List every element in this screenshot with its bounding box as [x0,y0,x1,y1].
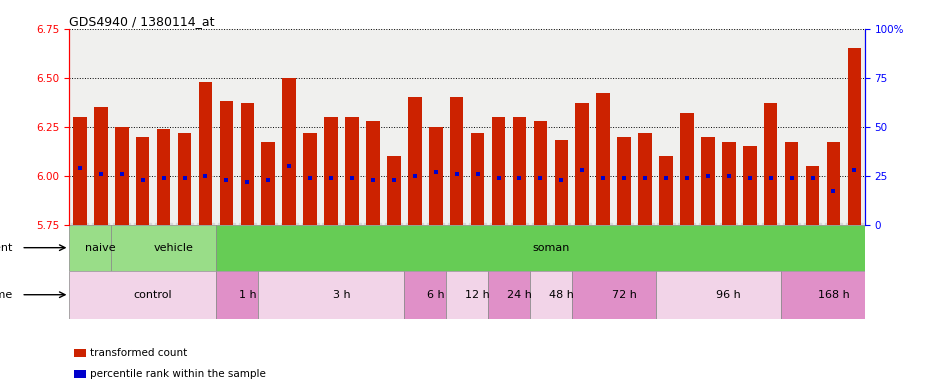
Bar [216,225,865,271]
Bar [199,82,212,225]
Text: percentile rank within the sample: percentile rank within the sample [90,369,265,379]
Bar [701,137,715,225]
Bar [240,103,254,225]
Bar [743,146,757,225]
Text: 1 h: 1 h [239,290,256,300]
Text: transformed count: transformed count [90,348,187,358]
Bar [111,225,216,271]
Bar [282,78,296,225]
Bar [492,117,505,225]
Bar [847,48,861,225]
Text: control: control [134,290,172,300]
Bar [530,271,572,319]
Bar [429,127,442,225]
Bar [572,271,656,319]
Bar [638,132,652,225]
Text: 48 h: 48 h [549,290,574,300]
Bar [827,142,840,225]
Text: 168 h: 168 h [818,290,849,300]
Bar [325,117,338,225]
Text: 96 h: 96 h [717,290,741,300]
Bar [69,225,111,271]
Bar [115,127,129,225]
Bar [69,271,216,319]
Bar [764,103,778,225]
Bar [262,142,275,225]
Text: vehicle: vehicle [154,243,194,253]
Text: agent: agent [0,243,13,253]
Bar [597,93,610,225]
Bar [680,113,694,225]
Bar [258,271,404,319]
Bar [784,142,798,225]
Text: time: time [0,290,13,300]
Bar [387,156,401,225]
Text: GDS4940 / 1380114_at: GDS4940 / 1380114_at [69,15,215,28]
Bar [345,117,359,225]
Text: 24 h: 24 h [507,290,532,300]
Text: 72 h: 72 h [611,290,636,300]
Text: 3 h: 3 h [333,290,351,300]
Bar [450,98,463,225]
Bar [534,121,548,225]
Bar [512,117,526,225]
Bar [73,117,87,225]
Bar [219,101,233,225]
Bar [404,271,446,319]
Bar [471,132,485,225]
Bar [575,103,589,225]
Bar [94,107,107,225]
Bar [660,156,672,225]
Bar [722,142,735,225]
Text: naive: naive [85,243,117,253]
Bar [554,141,568,225]
Bar [136,137,150,225]
Bar [178,132,191,225]
Bar [408,98,422,225]
Text: soman: soman [532,243,570,253]
Bar [303,132,317,225]
Bar [806,166,820,225]
Text: 6 h: 6 h [427,290,445,300]
Bar [156,129,170,225]
Bar [656,271,781,319]
Bar [446,271,488,319]
Text: 12 h: 12 h [465,290,490,300]
Bar [488,271,530,319]
Bar [366,121,380,225]
Bar [781,271,865,319]
Bar [617,137,631,225]
Bar [216,271,258,319]
